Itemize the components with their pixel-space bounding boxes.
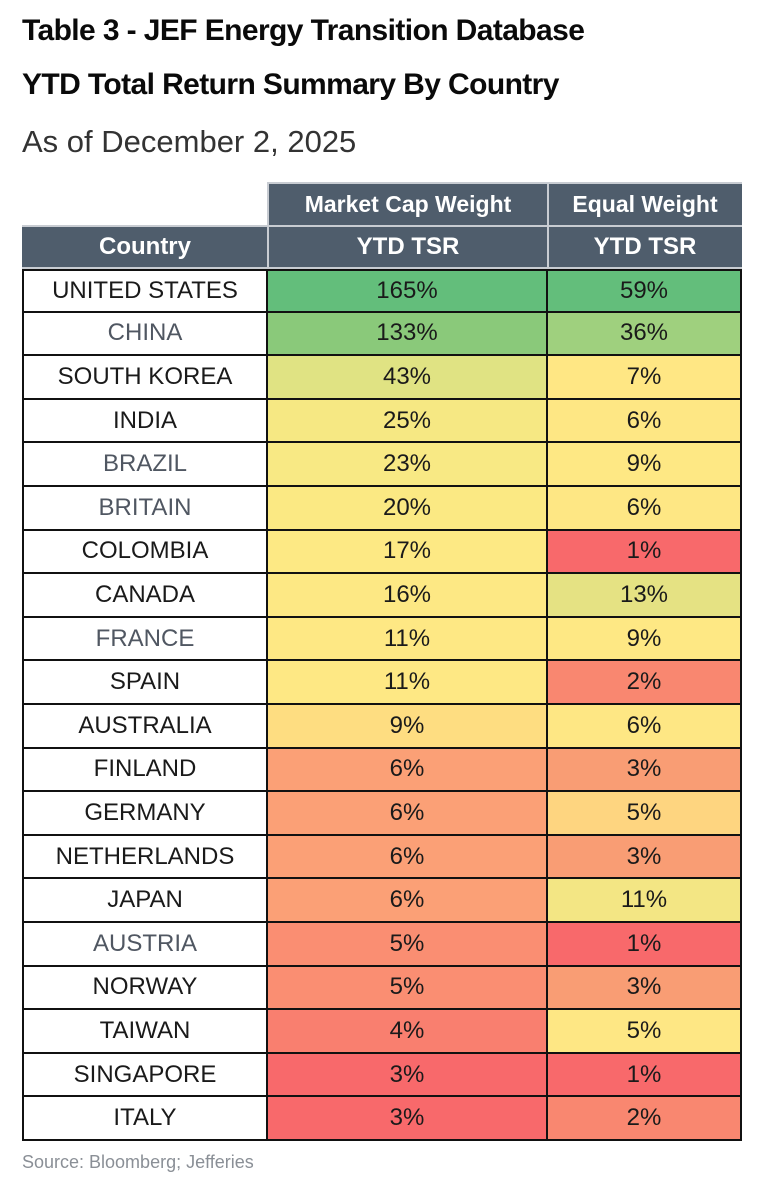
row-country-cell: AUSTRALIA bbox=[22, 705, 268, 749]
row-eq-tsr-cell: 2% bbox=[548, 1097, 742, 1141]
row-mcap-tsr-cell: 17% bbox=[268, 530, 548, 575]
row-country-cell: BRAZIL bbox=[22, 443, 268, 487]
row-mcap-tsr-cell: 6% bbox=[268, 748, 548, 793]
row-eq-tsr-cell: 3% bbox=[548, 748, 742, 793]
row-mcap-tsr-cell: 16% bbox=[268, 574, 548, 618]
row-eq-tsr-cell: 1% bbox=[548, 530, 742, 575]
source-note: Source: Bloomberg; Jefferies bbox=[22, 1152, 254, 1172]
row-country-cell: UNITED STATES bbox=[22, 269, 268, 313]
header-eq-ytd-tsr: YTD TSR bbox=[548, 225, 742, 269]
row-mcap-tsr-cell: 11% bbox=[268, 661, 548, 705]
row-country-cell: JAPAN bbox=[22, 879, 268, 923]
row-country-cell: CHINA bbox=[22, 312, 268, 357]
row-country-cell: SOUTH KOREA bbox=[22, 356, 268, 400]
row-mcap-tsr-cell: 3% bbox=[268, 1097, 548, 1141]
row-country-cell: GERMANY bbox=[22, 792, 268, 836]
row-eq-tsr-cell: 59% bbox=[548, 269, 742, 313]
row-country-cell: COLOMBIA bbox=[22, 530, 268, 575]
header-divider bbox=[547, 182, 549, 269]
row-mcap-tsr-cell: 43% bbox=[268, 356, 548, 400]
row-country-cell: BRITAIN bbox=[22, 487, 268, 531]
row-mcap-tsr-cell: 6% bbox=[268, 792, 548, 836]
row-mcap-tsr-cell: 11% bbox=[268, 617, 548, 662]
row-country-cell: AUSTRIA bbox=[22, 923, 268, 967]
row-eq-tsr-cell: 6% bbox=[548, 705, 742, 749]
row-country-cell: SPAIN bbox=[22, 661, 268, 705]
row-eq-tsr-cell: 1% bbox=[548, 923, 742, 967]
header-market-cap-weight: Market Cap Weight bbox=[268, 182, 548, 226]
row-eq-tsr-cell: 2% bbox=[548, 661, 742, 705]
row-eq-tsr-cell: 6% bbox=[548, 399, 742, 444]
subtitle: As of December 2, 2025 bbox=[22, 124, 357, 159]
row-mcap-tsr-cell: 165% bbox=[268, 269, 548, 313]
row-eq-tsr-cell: 3% bbox=[548, 966, 742, 1011]
row-mcap-tsr-cell: 23% bbox=[268, 443, 548, 487]
row-country-cell: NORWAY bbox=[22, 966, 268, 1011]
row-mcap-tsr-cell: 6% bbox=[268, 879, 548, 923]
row-mcap-tsr-cell: 9% bbox=[268, 705, 548, 749]
row-eq-tsr-cell: 13% bbox=[548, 574, 742, 618]
row-eq-tsr-cell: 7% bbox=[548, 356, 742, 400]
header-divider bbox=[267, 182, 269, 269]
row-country-cell: ITALY bbox=[22, 1097, 268, 1141]
row-country-cell: INDIA bbox=[22, 399, 268, 444]
row-country-cell: SINGAPORE bbox=[22, 1053, 268, 1098]
row-eq-tsr-cell: 6% bbox=[548, 487, 742, 531]
row-mcap-tsr-cell: 20% bbox=[268, 487, 548, 531]
row-eq-tsr-cell: 11% bbox=[548, 879, 742, 923]
header-equal-weight: Equal Weight bbox=[548, 182, 742, 226]
header-mcap-ytd-tsr: YTD TSR bbox=[268, 225, 548, 269]
row-mcap-tsr-cell: 6% bbox=[268, 835, 548, 880]
row-eq-tsr-cell: 5% bbox=[548, 792, 742, 836]
row-country-cell: CANADA bbox=[22, 574, 268, 618]
title-line-2: YTD Total Return Summary By Country bbox=[22, 68, 559, 101]
row-country-cell: FINLAND bbox=[22, 748, 268, 793]
row-eq-tsr-cell: 5% bbox=[548, 1010, 742, 1054]
header-top-border bbox=[268, 182, 742, 184]
title-line-1: Table 3 - JEF Energy Transition Database bbox=[22, 14, 585, 47]
row-country-cell: FRANCE bbox=[22, 617, 268, 662]
row-country-cell: NETHERLANDS bbox=[22, 835, 268, 880]
row-eq-tsr-cell: 1% bbox=[548, 1053, 742, 1098]
row-mcap-tsr-cell: 5% bbox=[268, 923, 548, 967]
row-eq-tsr-cell: 3% bbox=[548, 835, 742, 880]
row-mcap-tsr-cell: 5% bbox=[268, 966, 548, 1011]
row-eq-tsr-cell: 9% bbox=[548, 617, 742, 662]
row-mcap-tsr-cell: 25% bbox=[268, 399, 548, 444]
row-mcap-tsr-cell: 4% bbox=[268, 1010, 548, 1054]
row-country-cell: TAIWAN bbox=[22, 1010, 268, 1054]
header-country: Country bbox=[22, 225, 268, 269]
row-eq-tsr-cell: 9% bbox=[548, 443, 742, 487]
row-mcap-tsr-cell: 133% bbox=[268, 312, 548, 357]
row-eq-tsr-cell: 36% bbox=[548, 312, 742, 357]
row-mcap-tsr-cell: 3% bbox=[268, 1053, 548, 1098]
